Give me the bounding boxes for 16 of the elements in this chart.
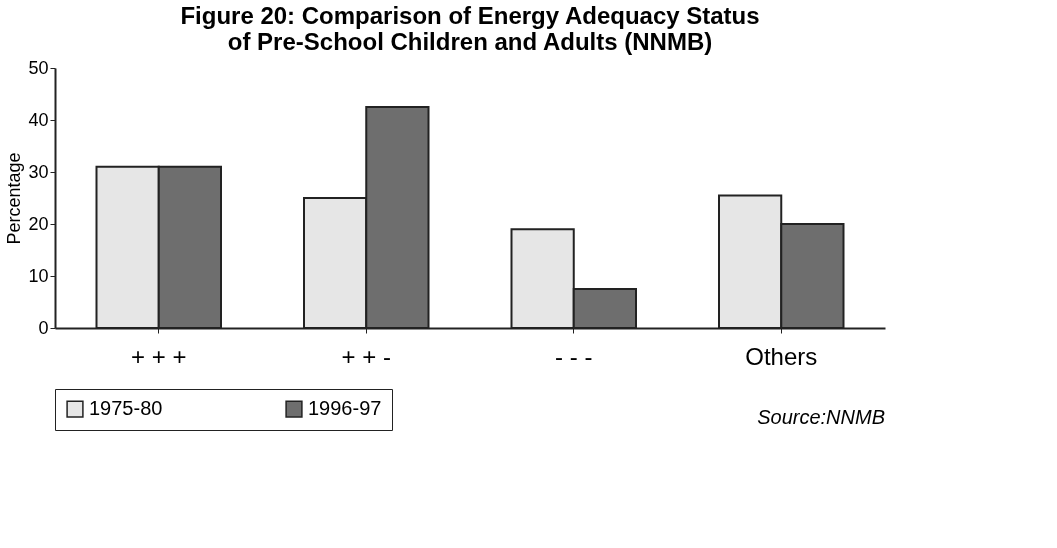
y-tick-label: 40 [28,109,49,130]
y-tick-label: 0 [38,317,49,338]
x-tick-label: + + - [341,342,391,370]
x-tick-label: Others [745,342,818,370]
legend-label: 1996-97 [308,397,382,420]
source-note: Source:NNMB [757,406,885,428]
text: of Pre-School Children and Adults (NNMB) [227,28,713,55]
y-tick-label: 10 [28,265,49,286]
y-axis-title: Percentage [4,152,25,245]
y-tick-label: 30 [28,161,49,182]
y-tick-label: 50 [28,57,49,78]
y-tick-label: 20 [28,213,49,234]
x-tick-label: - - - [555,342,593,370]
x-tick-label: + + + [131,342,187,370]
legend-label: 1975-80 [89,397,163,420]
text: Figure 20: Comparison of Energy Adequacy Status [180,2,760,29]
